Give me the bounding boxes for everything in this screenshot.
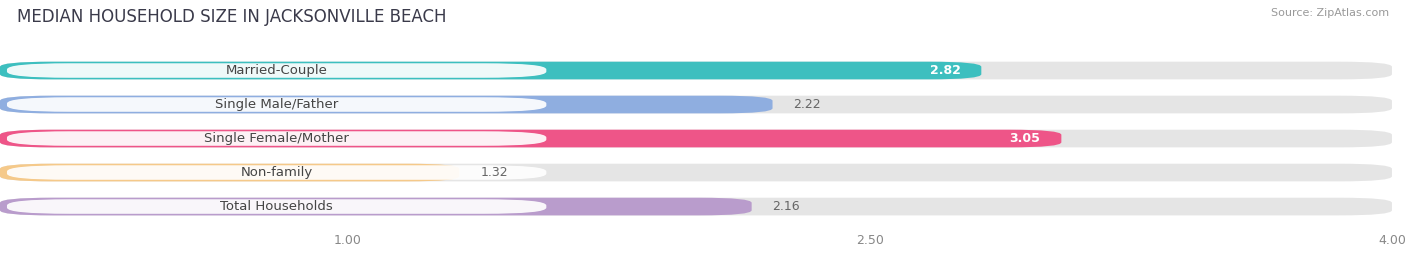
FancyBboxPatch shape (0, 62, 981, 79)
FancyBboxPatch shape (0, 130, 1062, 147)
Text: Total Households: Total Households (221, 200, 333, 213)
Text: 2.22: 2.22 (793, 98, 821, 111)
FancyBboxPatch shape (7, 63, 547, 78)
FancyBboxPatch shape (7, 131, 547, 146)
Text: Single Male/Father: Single Male/Father (215, 98, 339, 111)
FancyBboxPatch shape (7, 199, 547, 214)
FancyBboxPatch shape (0, 198, 1392, 215)
Text: Married-Couple: Married-Couple (226, 64, 328, 77)
FancyBboxPatch shape (0, 198, 752, 215)
FancyBboxPatch shape (0, 96, 772, 113)
FancyBboxPatch shape (0, 164, 1392, 181)
FancyBboxPatch shape (0, 62, 1392, 79)
Text: 2.16: 2.16 (772, 200, 800, 213)
Text: Non-family: Non-family (240, 166, 312, 179)
FancyBboxPatch shape (0, 96, 1392, 113)
Text: Single Female/Mother: Single Female/Mother (204, 132, 349, 145)
FancyBboxPatch shape (7, 97, 547, 112)
Text: Source: ZipAtlas.com: Source: ZipAtlas.com (1271, 8, 1389, 18)
FancyBboxPatch shape (0, 130, 1392, 147)
FancyBboxPatch shape (7, 165, 547, 180)
Text: 3.05: 3.05 (1010, 132, 1040, 145)
Text: 2.82: 2.82 (929, 64, 960, 77)
Text: 1.32: 1.32 (481, 166, 508, 179)
Text: MEDIAN HOUSEHOLD SIZE IN JACKSONVILLE BEACH: MEDIAN HOUSEHOLD SIZE IN JACKSONVILLE BE… (17, 8, 446, 26)
FancyBboxPatch shape (0, 164, 460, 181)
